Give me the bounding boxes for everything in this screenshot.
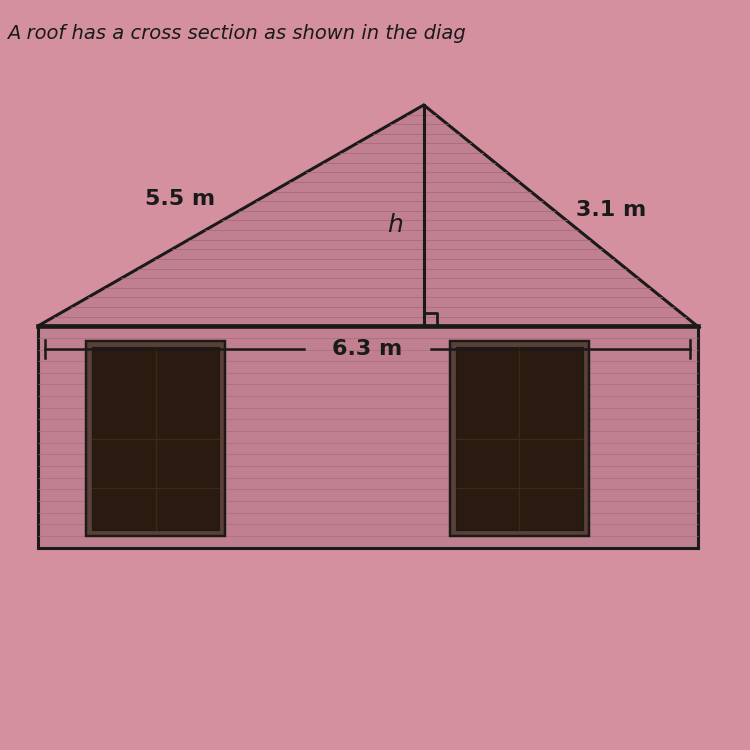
Polygon shape <box>38 326 698 548</box>
Text: 3.1 m: 3.1 m <box>576 200 646 220</box>
Text: 5.5 m: 5.5 m <box>145 189 215 209</box>
Bar <box>456 347 583 530</box>
Text: A roof has a cross section as shown in the diag: A roof has a cross section as shown in t… <box>8 24 466 44</box>
Polygon shape <box>38 105 698 326</box>
Bar <box>86 341 225 536</box>
Bar <box>92 347 219 530</box>
Text: 6.3 m: 6.3 m <box>332 339 403 358</box>
Text: h: h <box>387 213 404 237</box>
Bar <box>450 341 589 536</box>
